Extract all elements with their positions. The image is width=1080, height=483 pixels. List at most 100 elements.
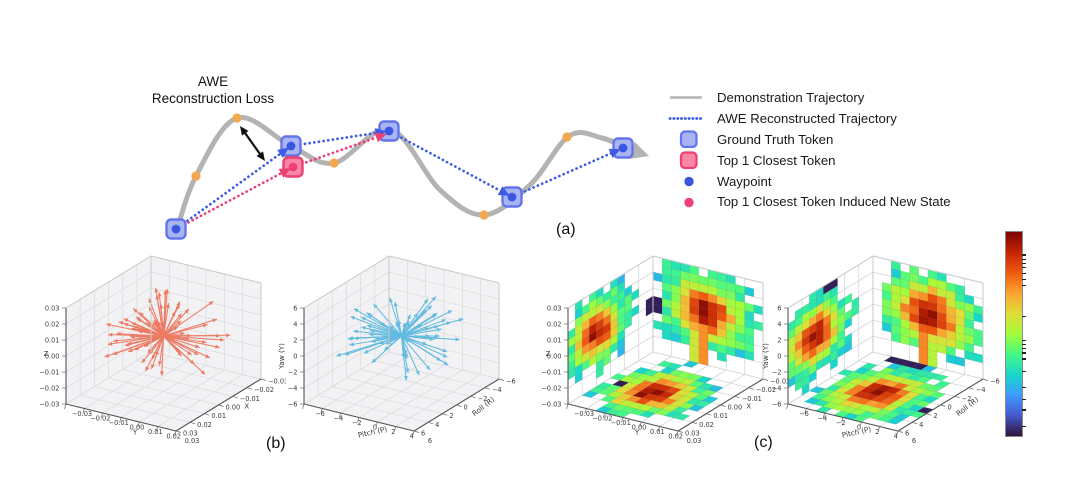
- arrowhead-icon: [226, 333, 231, 338]
- arrowhead-icon: [405, 368, 410, 373]
- waypoint-dot: [191, 171, 201, 181]
- arrowhead-icon: [129, 333, 134, 338]
- arrowhead-icon: [427, 305, 432, 310]
- legend-label: Waypoint: [717, 173, 772, 189]
- legend-item-induced-new-state: Top 1 Closest Token Induced New State: [668, 191, 951, 212]
- tick-label: −4: [976, 386, 986, 394]
- arrowhead-icon: [497, 186, 510, 196]
- arrowhead-icon: [137, 328, 142, 333]
- tick-label: 0.03: [45, 304, 60, 312]
- arrowhead-icon: [384, 346, 389, 351]
- legend-label: AWE Reconstructed Trajectory: [717, 110, 897, 126]
- tick-label: 2: [293, 336, 297, 344]
- tick-label: −2: [352, 419, 362, 427]
- tick-label: 0.02: [668, 433, 683, 441]
- tick-label: 0.00: [547, 352, 562, 360]
- tick-label: −4: [817, 415, 827, 423]
- tick-label: −0.01: [541, 368, 561, 376]
- arrowhead-icon: [205, 354, 210, 358]
- waypoint-dot: [562, 132, 572, 142]
- tick-label: 0.01: [148, 428, 163, 436]
- colorbar-tick: [1022, 352, 1026, 354]
- arrowhead-icon: [405, 321, 410, 326]
- tick-label: 0.02: [166, 433, 181, 441]
- arrowhead-icon: [350, 316, 356, 320]
- arrowhead-icon: [437, 327, 442, 332]
- panel-b-label: (b): [266, 435, 286, 452]
- quiver-plot-position-xyz: 0.030.020.010.00−0.01−0.02−0.03−0.03−0.0…: [39, 255, 286, 445]
- arrowhead-icon: [158, 361, 162, 366]
- legend-item-top1-closest-token: Top 1 Closest Token: [668, 150, 951, 171]
- tick-label: −0.03: [574, 410, 594, 418]
- arrowhead-icon: [347, 336, 352, 341]
- tick-label: −6: [315, 410, 325, 418]
- tick-label: −2: [962, 395, 972, 403]
- tick-label: −2: [836, 419, 846, 427]
- colorbar-tick: [1022, 272, 1026, 274]
- arrowhead-icon: [361, 317, 366, 321]
- tick-label: Yaw (Y): [761, 343, 770, 370]
- arrowhead-icon: [175, 304, 180, 310]
- tick-label: −6: [288, 400, 298, 408]
- arrowhead-icon: [393, 301, 398, 307]
- colorbar-tick: [1022, 340, 1026, 342]
- arrowhead-icon: [202, 323, 208, 328]
- tick-label: 0.01: [45, 336, 60, 344]
- arrowhead-icon: [108, 332, 113, 337]
- colorbar-tick: [1022, 399, 1026, 401]
- tick-label: −0.02: [756, 386, 776, 394]
- tick-label: −4: [772, 384, 782, 392]
- arrowhead-icon: [113, 338, 118, 343]
- tick-label: Y: [132, 428, 138, 437]
- arrowhead-icon: [118, 321, 124, 325]
- arrowhead-icon: [395, 322, 400, 327]
- tick-label: 4: [410, 433, 414, 441]
- arrowhead-icon: [194, 344, 200, 349]
- tick-label: 0.03: [685, 430, 700, 438]
- arrowhead-icon: [116, 331, 121, 336]
- colorbar-tick: [1022, 358, 1026, 360]
- tick-label: Yaw (Y): [277, 343, 286, 370]
- tick-label: 0.00: [632, 424, 647, 432]
- arrowhead-icon: [173, 326, 178, 331]
- arrowhead-icon: [151, 364, 155, 369]
- arrowhead-icon: [139, 312, 144, 317]
- tick-label: 4: [894, 433, 898, 441]
- tick-label: 6: [293, 304, 297, 312]
- tick-label: Z: [546, 349, 551, 358]
- awe-reconstruction-loss-label: AWE: [198, 74, 228, 89]
- tick-label: −2: [772, 368, 782, 376]
- waypoint-dot: [232, 113, 242, 123]
- arrowhead-icon: [139, 327, 145, 331]
- arrowhead-icon: [431, 296, 436, 301]
- tick-label: 4: [435, 421, 439, 429]
- arrowhead-icon: [368, 332, 374, 337]
- tick-label: Pitch (P): [357, 425, 388, 440]
- arrowhead-icon: [165, 303, 170, 308]
- arrowhead-icon: [389, 325, 394, 330]
- arrowhead-icon: [134, 346, 140, 351]
- blue-dot-marker-icon: [668, 172, 704, 190]
- colorbar-tick: [1022, 370, 1026, 372]
- arrowhead-icon: [389, 297, 393, 303]
- awe-reconstruction-loss-label: Reconstruction Loss: [152, 91, 275, 106]
- arrowhead-icon: [429, 337, 435, 342]
- arrowhead-icon: [156, 322, 161, 328]
- arrowhead-icon: [147, 348, 152, 353]
- arrowhead-icon: [443, 361, 449, 366]
- tick-label: 0.02: [197, 421, 212, 429]
- tick-label: 0: [293, 352, 297, 360]
- tick-label: 2: [875, 428, 879, 436]
- tick-label: −6: [772, 400, 782, 408]
- colorbar-tick: [1022, 315, 1026, 317]
- arrowhead-icon: [177, 351, 182, 357]
- tick-label: −0.03: [268, 378, 286, 386]
- legend-label: Top 1 Closest Token: [717, 152, 836, 168]
- heatmap-plot-position-xyz: 0.030.020.010.00−0.01−0.02−0.03−0.03−0.0…: [541, 255, 788, 445]
- tick-label: −0.03: [541, 400, 561, 408]
- arrowhead-icon: [128, 348, 133, 352]
- tick-label: −0.03: [72, 410, 92, 418]
- arrowhead-icon: [455, 337, 460, 342]
- panel-c-label: (c): [754, 434, 773, 451]
- arrowhead-icon: [458, 318, 464, 322]
